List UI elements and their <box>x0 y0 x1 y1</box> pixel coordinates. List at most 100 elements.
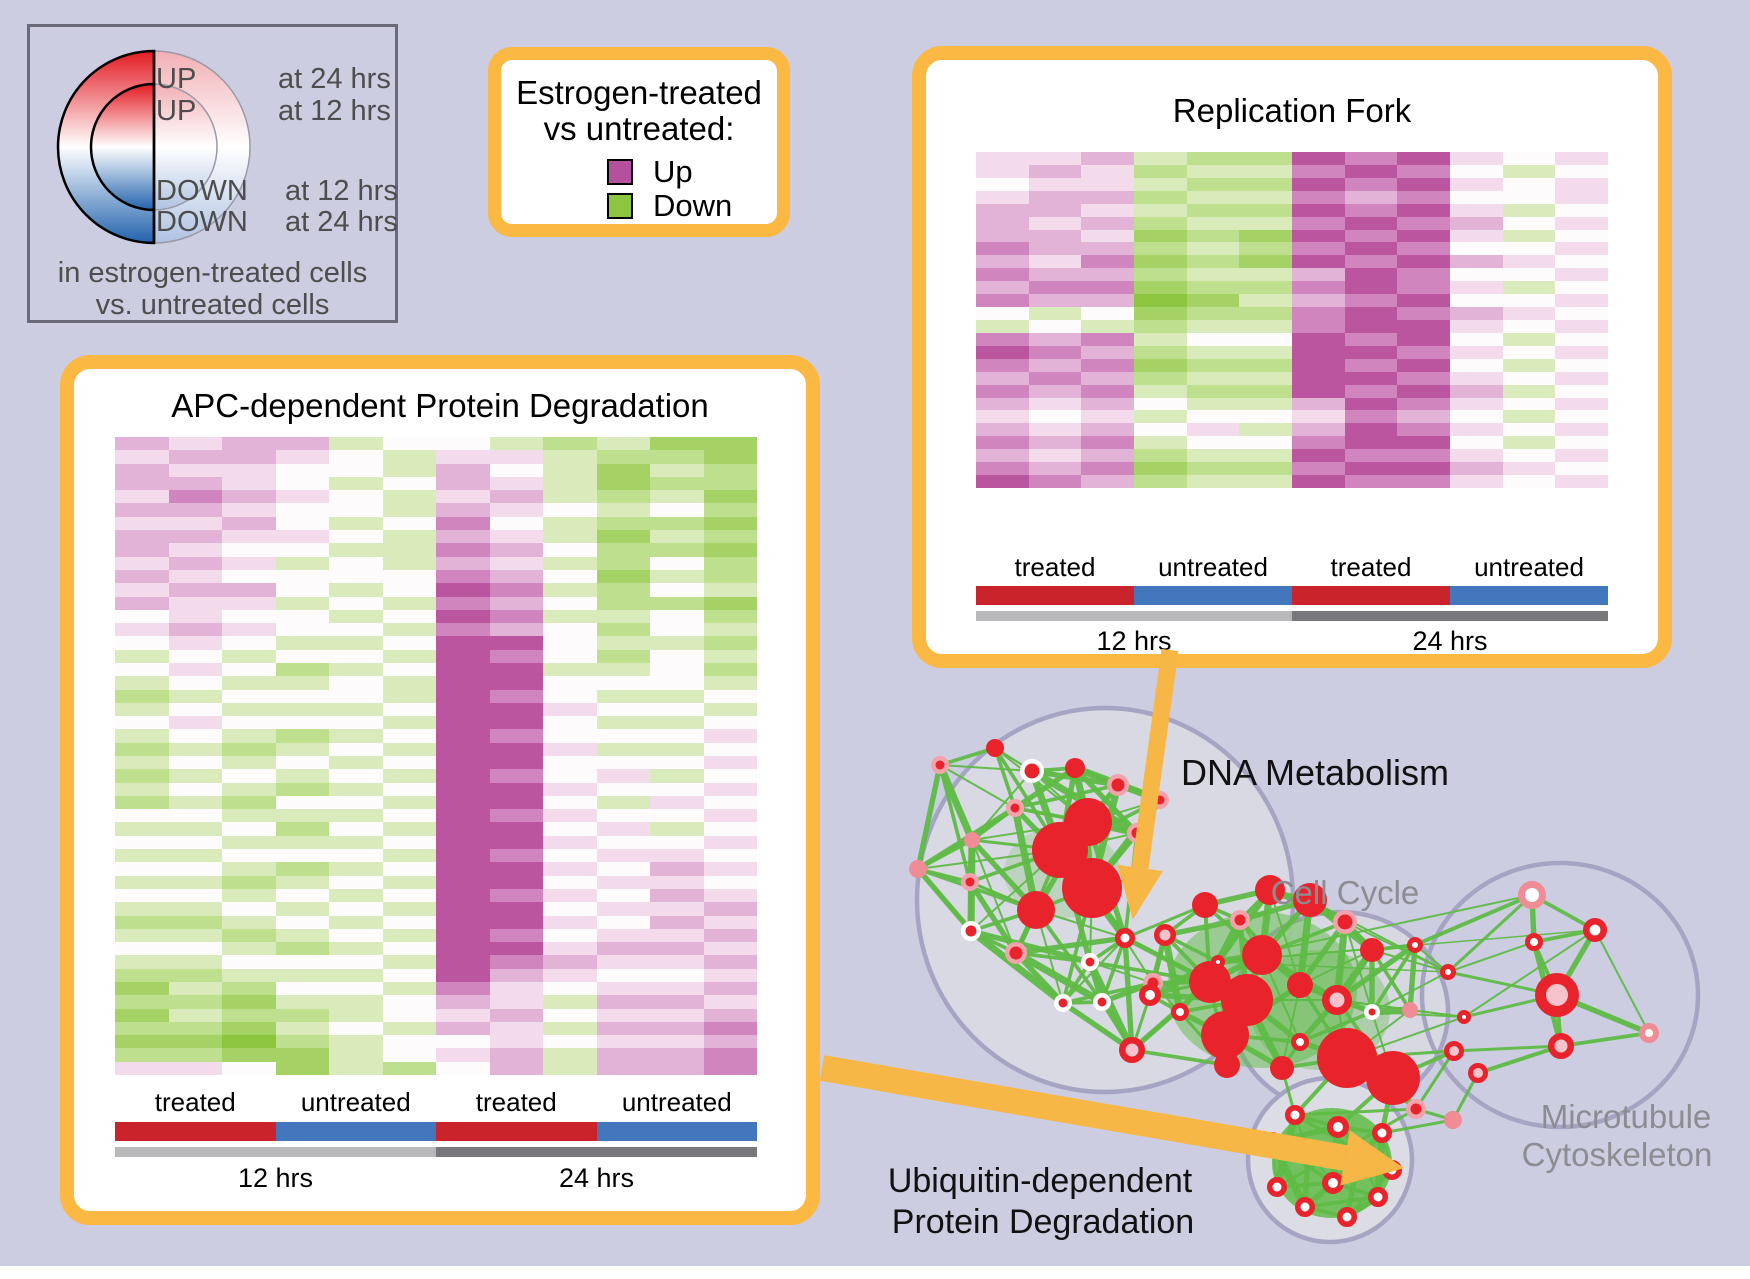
heatmap-cell <box>168 530 222 544</box>
heatmap-cell <box>222 995 276 1009</box>
heatmap-cell <box>489 689 543 703</box>
heatmap-cell <box>1397 410 1450 424</box>
heatmap-cell <box>596 862 650 876</box>
group-label: treated <box>1014 552 1096 582</box>
network-node <box>1115 928 1135 948</box>
heatmap-cell <box>329 928 383 943</box>
heatmap-cell <box>329 756 383 770</box>
network-node <box>1322 1172 1345 1195</box>
heatmap-cell <box>543 995 597 1009</box>
heatmap-cell <box>1555 268 1608 282</box>
heatmap-cell <box>596 596 650 610</box>
heatmap-cell <box>489 490 543 504</box>
heatmap-cell <box>489 476 543 491</box>
heatmap-cell <box>329 702 383 717</box>
heatmap-cell <box>275 516 329 531</box>
network-node <box>1270 1056 1294 1080</box>
heatmap-cell <box>596 490 650 504</box>
heatmap-cell <box>436 1035 490 1049</box>
heatmap-cell <box>275 822 329 836</box>
heatmap-cell <box>976 345 1029 359</box>
heatmap-cell <box>1397 345 1450 359</box>
heatmap-cell <box>976 216 1029 230</box>
heatmap-cell <box>1134 164 1187 178</box>
heatmap-cell <box>1502 255 1556 269</box>
heatmap-cell <box>222 888 276 903</box>
heatmap-cell <box>382 795 436 810</box>
heatmap-cell <box>115 981 169 996</box>
heatmap-cell <box>168 503 222 517</box>
heatmap-cell <box>650 1035 704 1049</box>
heatmap-cell <box>115 463 169 477</box>
heatmap-cell <box>382 596 436 610</box>
heatmap-cell <box>489 543 543 557</box>
network-node <box>1017 891 1055 929</box>
heatmap-cell <box>115 503 169 517</box>
heatmap-cell <box>1344 242 1398 256</box>
heatmap-cell <box>168 450 222 464</box>
heatmap-cell <box>1502 319 1556 333</box>
heatmap-cell <box>436 769 490 783</box>
heatmap-cell <box>329 915 383 929</box>
heatmap-cell <box>115 530 169 544</box>
heatmap-cell <box>703 809 757 823</box>
network-node <box>1406 1099 1426 1119</box>
heatmap-cell <box>168 942 222 956</box>
network-node <box>1201 1011 1249 1059</box>
heatmap-cell <box>1186 152 1240 165</box>
heatmap-cell <box>1186 475 1240 488</box>
heatmap-cell <box>222 662 276 677</box>
network-node <box>1139 984 1162 1007</box>
heatmap-cell <box>1028 307 1082 320</box>
network-edge <box>970 928 1091 965</box>
heatmap-cell <box>489 609 543 624</box>
heatmap-cell <box>329 888 383 903</box>
heatmap-cell <box>703 769 757 783</box>
heatmap-cell <box>596 955 650 969</box>
heatmap-cell <box>976 436 1029 450</box>
heatmap-cell <box>222 450 276 464</box>
heatmap-cell <box>275 676 329 690</box>
heatmap-cell <box>1081 371 1134 385</box>
heatmap-cell <box>650 1008 704 1022</box>
heatmap-cell <box>275 1048 329 1062</box>
heatmap-cell <box>436 782 490 796</box>
heatmap-cell <box>1344 436 1398 450</box>
heatmap-cell <box>596 729 650 743</box>
heatmap-cell <box>1555 436 1608 450</box>
heatmap-cell <box>650 955 704 969</box>
heatmap-cell <box>976 449 1029 463</box>
heatmap-cell <box>1186 203 1240 217</box>
heatmap-cell <box>222 596 276 610</box>
heatmap-cell <box>1186 332 1240 346</box>
network-node <box>1583 917 1608 942</box>
heatmap-cell <box>436 689 490 703</box>
heatmap-cell <box>1239 281 1292 295</box>
heatmap-cell <box>436 503 490 517</box>
heatmap-cell <box>436 928 490 943</box>
heatmap-cell <box>222 1021 276 1036</box>
heatmap-cell <box>489 676 543 690</box>
heatmap-cell <box>436 822 490 836</box>
heatmap-cell <box>382 1008 436 1022</box>
network-edge <box>936 763 976 842</box>
heatmap-cell <box>436 623 490 637</box>
heatmap-cell <box>275 556 329 570</box>
heatmap-cell <box>168 569 222 584</box>
heatmap-cell <box>382 822 436 836</box>
heatmap-cell <box>329 729 383 743</box>
heatmap-cell <box>1028 397 1082 411</box>
heatmap-cell <box>275 729 329 743</box>
heatmap-cell <box>703 756 757 770</box>
heatmap-cell <box>222 702 276 717</box>
heatmap-cell <box>436 649 490 663</box>
heatmap-cell <box>1450 436 1503 450</box>
heatmap-cell <box>703 822 757 836</box>
network-node <box>1006 799 1024 817</box>
heatmap-cell <box>596 503 650 517</box>
heatmap-cell <box>382 716 436 730</box>
apc-title: APC-dependent Protein Degradation <box>171 387 709 424</box>
heatmap-cell <box>596 942 650 956</box>
heatmap-cell <box>703 1035 757 1049</box>
